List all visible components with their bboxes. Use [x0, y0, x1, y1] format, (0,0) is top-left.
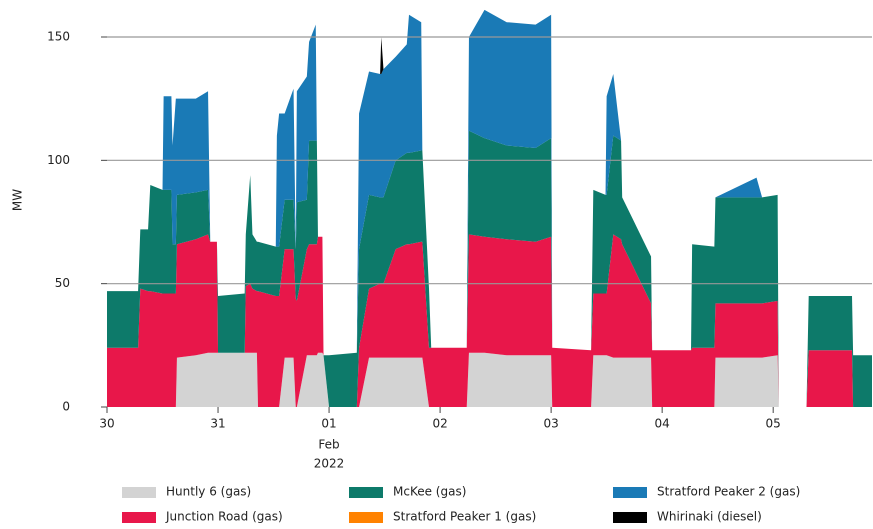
- legend-label: Huntly 6 (gas): [166, 485, 251, 499]
- legend-label: Stratford Peaker 2 (gas): [657, 485, 800, 499]
- legend-swatch: [349, 512, 383, 523]
- x-tick-label: 31: [210, 417, 225, 431]
- x-tick-label: 03: [543, 417, 558, 431]
- y-tick-label: 150: [47, 30, 70, 44]
- y-axis-label: MW: [11, 189, 25, 211]
- x-tick-label: 02: [432, 417, 447, 431]
- x-tick-label: 04: [655, 417, 670, 431]
- area: [107, 352, 872, 407]
- area: [107, 234, 872, 407]
- legend-swatch: [613, 512, 647, 523]
- legend-swatch: [122, 487, 156, 498]
- x-tick-sublabel: Feb: [318, 438, 339, 452]
- x-tick-label: 30: [99, 417, 114, 431]
- x-tick-label: 05: [766, 417, 781, 431]
- y-tick-label: 100: [47, 153, 70, 167]
- x-tick-label: 01: [321, 417, 336, 431]
- y-tick-label: 50: [55, 276, 70, 290]
- area: [107, 9, 872, 408]
- x-tick-sublabel: 2022: [314, 457, 345, 471]
- legend-swatch: [349, 487, 383, 498]
- area: [107, 130, 872, 408]
- legend-label: Whirinaki (diesel): [657, 510, 762, 524]
- y-tick-label: 0: [62, 400, 70, 414]
- legend-label: Stratford Peaker 1 (gas): [393, 510, 536, 524]
- legend-swatch: [122, 512, 156, 523]
- legend-label: Junction Road (gas): [165, 510, 283, 524]
- legend-swatch: [613, 487, 647, 498]
- legend-label: McKee (gas): [393, 485, 466, 499]
